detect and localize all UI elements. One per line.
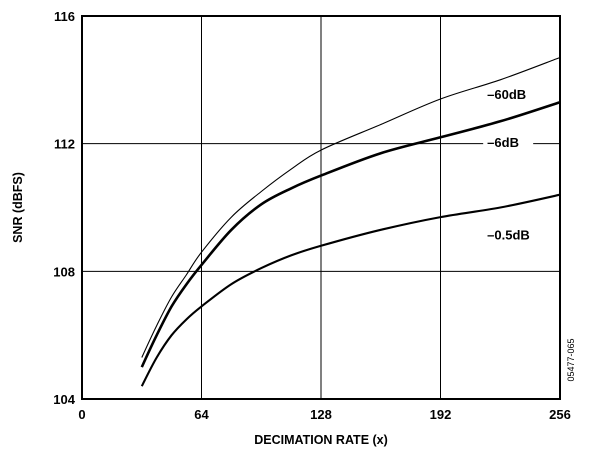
series-labels: –60dB –6dB –0.5dB xyxy=(483,87,534,242)
series-label-background xyxy=(483,133,534,151)
series-label-2: –0.5dB xyxy=(487,227,530,242)
x-tick-label: 64 xyxy=(194,407,209,422)
plot-frame xyxy=(81,15,561,400)
x-tick-label: 256 xyxy=(549,407,571,422)
x-tick-label: 128 xyxy=(310,407,332,422)
figure-id: 05477-065 xyxy=(566,338,576,381)
y-tick-label: 116 xyxy=(54,9,75,24)
y-tick-labels: 104 108 112 116 xyxy=(53,9,75,407)
x-tick-labels: 0 64 128 192 256 xyxy=(78,407,570,422)
series-line-2 xyxy=(140,193,561,387)
grid-lines xyxy=(82,16,560,399)
x-axis-label: DECIMATION RATE (x) xyxy=(254,433,388,447)
series-line-1 xyxy=(140,100,561,368)
series-label-1: –6dB xyxy=(487,135,519,150)
y-axis-label: SNR (dBFS) xyxy=(11,172,25,243)
x-tick-label: 0 xyxy=(78,407,85,422)
y-tick-label: 112 xyxy=(54,137,75,152)
series-label-0: –60dB xyxy=(487,87,526,102)
x-tick-label: 192 xyxy=(430,407,452,422)
series-lines xyxy=(140,56,561,387)
series-line-0 xyxy=(141,56,561,358)
y-tick-label: 108 xyxy=(53,264,75,279)
y-tick-label: 104 xyxy=(53,392,75,407)
